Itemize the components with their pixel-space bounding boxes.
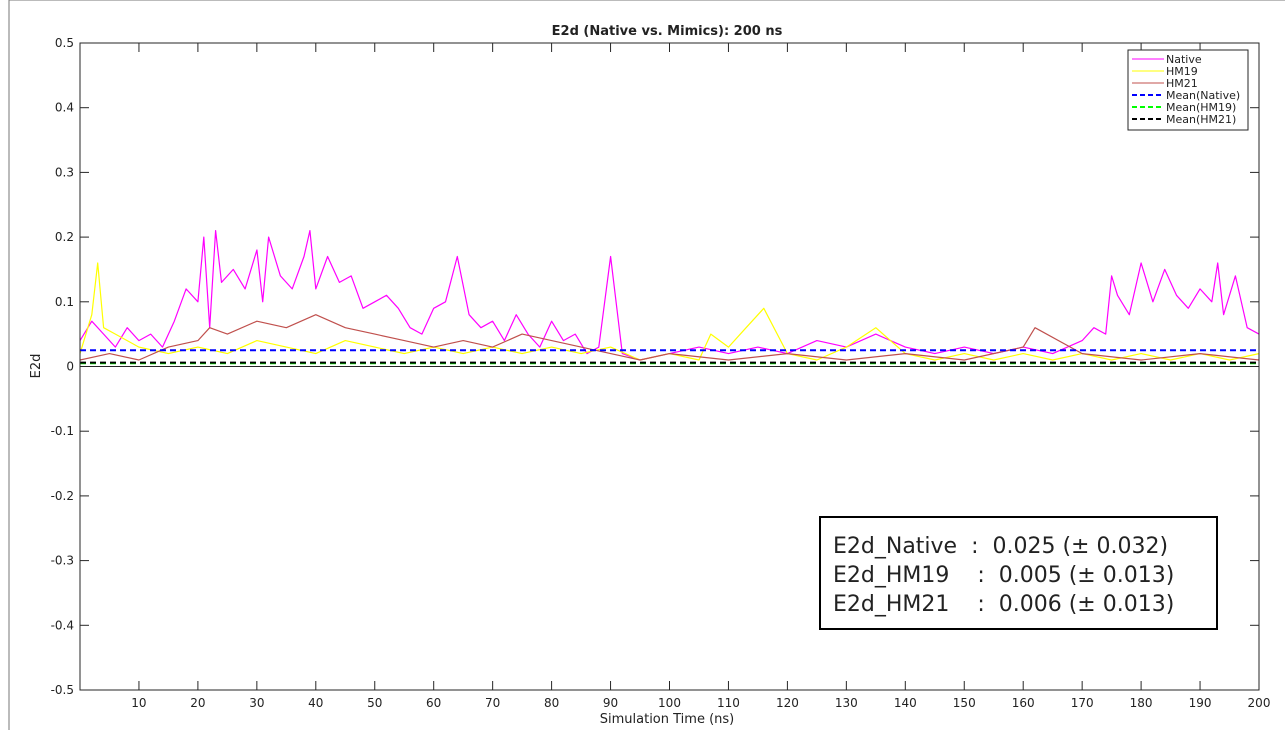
x-tick-label: 110: [717, 696, 740, 710]
stats-box-frame: [819, 516, 1218, 630]
x-tick-label: 90: [603, 696, 618, 710]
x-tick-label: 50: [367, 696, 382, 710]
series-hm21: [80, 314, 1259, 361]
x-tick-label: 140: [894, 696, 917, 710]
legend-label: HM19: [1166, 65, 1198, 78]
y-tick-label: 0: [66, 360, 74, 374]
y-axis: 0.5 0.4 0.3 0.2 0.1 0 -0.1 -0.2 -0.3 -0.4 -0.5: [51, 36, 1259, 697]
stats-annotation: E2d_Native : 0.025 (± 0.032) E2d_HM19 : …: [819, 516, 1218, 630]
chart-title: E2d (Native vs. Mimics): 200 ns: [552, 24, 783, 39]
x-tick-label: 180: [1130, 696, 1153, 710]
legend-label: Mean(HM19): [1166, 101, 1236, 114]
x-tick-label: 10: [131, 696, 146, 710]
legend-box: [1127, 49, 1249, 131]
y-tick-label: 0.2: [55, 230, 74, 244]
x-axis: 10 20 30 40 50 60 70 80 90 100 110 120 130 140 150 160 1…: [131, 43, 1270, 710]
y-tick-label: -0.2: [51, 489, 74, 503]
legend-label: HM21: [1166, 77, 1198, 90]
x-axis-title: Simulation Time (ns): [600, 712, 734, 727]
x-tick-label: 170: [1071, 696, 1094, 710]
series-native: [80, 230, 1259, 361]
x-tick-label: 190: [1189, 696, 1212, 710]
x-tick-label: 100: [658, 696, 681, 710]
y-tick-label: -0.3: [51, 554, 74, 568]
y-tick-label: 0.4: [55, 101, 74, 115]
y-tick-label: -0.1: [51, 424, 74, 438]
series-layer: [80, 230, 1259, 365]
x-tick-label: 130: [835, 696, 858, 710]
legend-label: Mean(HM21): [1166, 113, 1236, 126]
stats-line-native: E2d_Native : 0.025 (± 0.032): [833, 534, 1168, 559]
y-tick-label: -0.4: [51, 618, 74, 632]
x-tick-label: 200: [1248, 696, 1271, 710]
y-tick-label: 0.3: [55, 165, 74, 179]
y-tick-label: 0.1: [55, 295, 74, 309]
stats-line-hm19: E2d_HM19 : 0.005 (± 0.013): [833, 563, 1174, 588]
x-tick-label: 30: [249, 696, 264, 710]
x-tick-label: 120: [776, 696, 799, 710]
x-tick-label: 80: [544, 696, 559, 710]
legend: NativeHM19HM21Mean(Native)Mean(HM19)Mean…: [1127, 49, 1249, 131]
x-tick-label: 40: [308, 696, 323, 710]
y-axis-title: E2d: [29, 354, 44, 379]
x-tick-label: 20: [190, 696, 205, 710]
legend-label: Mean(Native): [1166, 89, 1240, 102]
plot-area: [80, 230, 1259, 365]
y-tick-label: -0.5: [51, 683, 74, 697]
x-tick-label: 60: [426, 696, 441, 710]
x-tick-label: 160: [1012, 696, 1035, 710]
x-tick-label: 70: [485, 696, 500, 710]
legend-label: Native: [1166, 53, 1202, 66]
x-tick-label: 150: [953, 696, 976, 710]
y-tick-label: 0.5: [55, 36, 74, 50]
stats-line-hm21: E2d_HM21 : 0.006 (± 0.013): [833, 592, 1174, 617]
